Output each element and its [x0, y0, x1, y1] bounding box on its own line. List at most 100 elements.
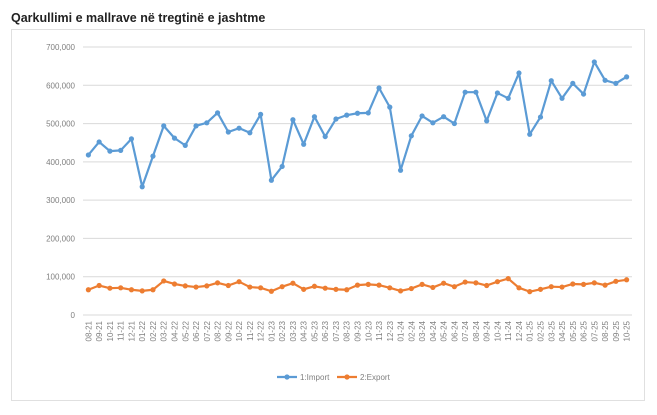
- chart-title: Qarkullimi e mallrave në tregtinë e jash…: [11, 11, 266, 25]
- data-point: [473, 89, 479, 95]
- x-tick-label: 11-22: [246, 320, 255, 340]
- data-point: [473, 280, 479, 286]
- x-tick-label: 06-25: [580, 320, 589, 341]
- data-point: [182, 142, 188, 148]
- x-tick-label: 07-23: [332, 320, 341, 341]
- x-tick-label: 02-23: [278, 320, 287, 341]
- data-point: [333, 116, 339, 122]
- data-point: [354, 282, 361, 288]
- legend-marker-2: [344, 374, 350, 380]
- data-point: [247, 130, 253, 136]
- x-tick-label: 04-22: [171, 320, 180, 341]
- y-tick-label: 700,000: [46, 43, 75, 52]
- x-tick-label: 03-23: [289, 320, 298, 341]
- y-tick-label: 200,000: [46, 234, 75, 243]
- data-point: [451, 120, 457, 127]
- data-point: [624, 74, 630, 80]
- data-point: [387, 285, 393, 291]
- y-tick-label: 500,000: [46, 120, 75, 129]
- x-tick-label: 10-23: [364, 320, 373, 341]
- data-point: [118, 147, 124, 153]
- data-point: [268, 177, 274, 183]
- y-tick-label: 0: [71, 311, 76, 320]
- data-point: [570, 281, 576, 287]
- data-point: [441, 114, 447, 120]
- data-point: [279, 163, 285, 170]
- data-point: [225, 282, 231, 289]
- x-tick-label: 04-24: [429, 320, 438, 341]
- data-point: [516, 70, 522, 76]
- data-point: [107, 148, 113, 154]
- data-point: [354, 110, 361, 116]
- y-tick-label: 300,000: [46, 196, 75, 205]
- data-point: [376, 85, 382, 91]
- x-tick-label: 09-22: [224, 320, 233, 341]
- x-tick-label: 02-24: [407, 320, 416, 341]
- data-point: [527, 289, 533, 295]
- data-point: [247, 284, 253, 290]
- data-point: [613, 278, 619, 284]
- data-point: [290, 117, 296, 123]
- data-point: [580, 281, 587, 287]
- data-point: [365, 110, 371, 116]
- x-tick-label: 05-23: [310, 320, 319, 341]
- x-tick-label: 07-24: [461, 320, 470, 341]
- legend-label-2: 2:Export: [360, 373, 391, 382]
- x-tick-label: 12-24: [515, 320, 524, 341]
- x-tick-label: 09-25: [612, 320, 621, 341]
- data-point: [527, 131, 533, 137]
- data-point: [462, 279, 468, 285]
- x-tick-label: 11-21: [117, 320, 126, 340]
- data-point: [570, 80, 576, 86]
- x-tick-label: 02-25: [537, 320, 546, 341]
- data-point: [397, 167, 404, 173]
- x-tick-label: 10-21: [106, 320, 115, 341]
- data-point: [214, 110, 221, 116]
- data-point: [387, 104, 393, 110]
- chart-frame: [11, 29, 645, 401]
- x-tick-label: 08-23: [343, 320, 352, 341]
- data-point: [559, 95, 565, 101]
- data-point: [268, 288, 274, 294]
- x-tick-label: 07-25: [590, 320, 599, 341]
- series-line-1: [87, 60, 628, 188]
- data-point: [548, 78, 554, 84]
- data-point: [365, 281, 371, 287]
- data-point: [204, 283, 210, 289]
- data-point: [85, 152, 91, 158]
- data-point: [236, 279, 242, 285]
- data-point: [182, 283, 188, 289]
- data-point: [344, 112, 350, 118]
- data-point: [96, 139, 102, 145]
- data-point: [505, 95, 511, 101]
- data-point: [290, 280, 296, 286]
- x-tick-label: 06-24: [450, 320, 459, 341]
- data-point: [171, 281, 178, 287]
- data-point: [128, 136, 135, 142]
- x-tick-label: 01-25: [526, 320, 535, 341]
- data-point: [419, 113, 425, 119]
- x-tick-label: 05-25: [569, 320, 578, 341]
- data-point: [171, 135, 178, 141]
- data-point: [311, 114, 318, 120]
- data-point: [505, 276, 511, 282]
- data-point: [236, 125, 242, 131]
- data-point: [484, 118, 490, 124]
- data-point: [193, 123, 199, 129]
- data-point: [161, 123, 167, 129]
- x-tick-label: 04-25: [558, 320, 567, 341]
- x-tick-label: 08-25: [601, 320, 610, 341]
- data-point: [591, 59, 597, 65]
- x-tick-label: 09-23: [354, 320, 363, 341]
- data-point: [451, 284, 457, 290]
- x-tick-label: 02-22: [149, 320, 158, 341]
- data-point: [139, 184, 145, 190]
- y-tick-label: 600,000: [46, 81, 75, 90]
- data-point: [279, 284, 285, 290]
- data-point: [161, 278, 167, 284]
- data-point: [258, 285, 264, 291]
- x-tick-label: 10-22: [235, 320, 244, 341]
- legend-label-1: 1:Import: [300, 373, 330, 382]
- x-tick-label: 03-24: [418, 320, 427, 341]
- y-tick-label: 100,000: [46, 273, 75, 282]
